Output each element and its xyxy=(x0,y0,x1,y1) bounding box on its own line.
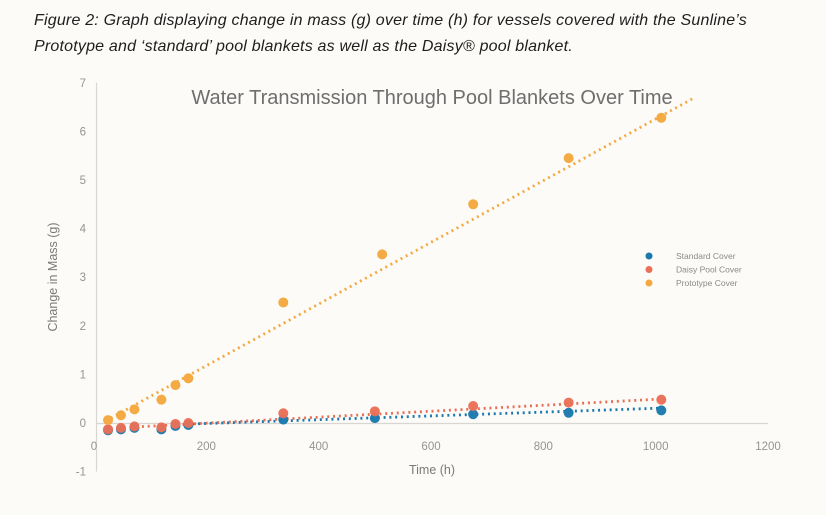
legend-label: Daisy Pool Cover xyxy=(676,265,742,275)
caption-line-1: Figure 2: Graph displaying change in mas… xyxy=(34,12,747,29)
x-tick-label: 800 xyxy=(534,441,553,453)
trendline-daisy-pool-cover xyxy=(136,397,668,429)
legend-swatch xyxy=(645,252,653,260)
y-tick-label: 2 xyxy=(80,321,86,333)
scatter-point-standard-cover xyxy=(656,405,667,416)
y-tick-label: -1 xyxy=(76,467,86,479)
scatter-point-daisy-pool-cover xyxy=(278,408,289,419)
scatter-point-prototype-cover xyxy=(183,373,194,384)
y-axis-label: Change in Mass (g) xyxy=(46,222,60,331)
scatter-point-daisy-pool-cover xyxy=(563,397,574,408)
x-tick-label: 400 xyxy=(309,441,328,453)
scatter-point-daisy-pool-cover xyxy=(468,400,479,411)
scatter-point-daisy-pool-cover xyxy=(183,418,194,428)
y-tick-label: 4 xyxy=(80,224,87,236)
scatter-point-prototype-cover xyxy=(656,112,667,123)
scatter-point-prototype-cover xyxy=(278,297,289,308)
legend-item: Daisy Pool Cover xyxy=(645,265,742,275)
scatter-point-daisy-pool-cover xyxy=(369,406,380,417)
scatter-point-prototype-cover xyxy=(170,380,181,391)
legend-swatch xyxy=(645,279,653,287)
y-tick-label: 0 xyxy=(80,418,86,430)
legend-swatch xyxy=(645,266,653,273)
scatter-point-prototype-cover xyxy=(563,153,574,164)
scatter-point-prototype-cover xyxy=(115,410,126,421)
scatter-point-prototype-cover xyxy=(129,404,140,415)
scatter-point-daisy-pool-cover xyxy=(156,422,167,433)
x-tick-label: 600 xyxy=(421,441,440,453)
legend-label: Standard Cover xyxy=(676,251,736,261)
scatter-point-prototype-cover xyxy=(103,415,114,426)
scatter-point-daisy-pool-cover xyxy=(129,421,140,432)
scatter-point-prototype-cover xyxy=(468,199,479,210)
scatter-point-prototype-cover xyxy=(156,394,167,405)
x-tick-label: 1200 xyxy=(755,441,781,453)
trendline-standard-cover xyxy=(192,406,667,426)
scatter-point-daisy-pool-cover xyxy=(170,418,181,429)
x-axis-label: Time (h) xyxy=(409,463,455,477)
legend-label: Prototype Cover xyxy=(676,278,738,288)
legend: Standard Cover Daisy Pool Cover Prototype … xyxy=(645,251,742,288)
chart-title: Water Transmission Through Pool Blankets… xyxy=(191,87,672,109)
trendline-prototype-cover xyxy=(110,96,696,420)
scatter-point-standard-cover xyxy=(563,407,574,418)
x-tick-label: 0 xyxy=(91,441,97,453)
figure-caption: Figure 2: Graph displaying change in mas… xyxy=(34,8,804,60)
y-tick-label: 3 xyxy=(80,272,86,284)
x-tick-label: 200 xyxy=(197,441,216,453)
y-tick-label: 7 xyxy=(80,78,86,90)
legend-item: Prototype Cover xyxy=(645,278,738,288)
scatter-point-daisy-pool-cover xyxy=(656,394,667,405)
scatter-point-daisy-pool-cover xyxy=(115,422,126,433)
scatter-point-standard-cover xyxy=(468,409,479,420)
y-tick-label: 6 xyxy=(80,126,86,138)
scatter-point-prototype-cover xyxy=(377,249,388,260)
legend-item: Standard Cover xyxy=(645,251,736,261)
scatter-point-daisy-pool-cover xyxy=(103,424,114,435)
y-tick-label: 5 xyxy=(80,175,86,187)
x-tick-label: 1000 xyxy=(643,441,669,453)
y-tick-label: 1 xyxy=(80,369,86,381)
caption-line-2: Prototype and ‘standard’ pool blankets a… xyxy=(34,38,573,55)
